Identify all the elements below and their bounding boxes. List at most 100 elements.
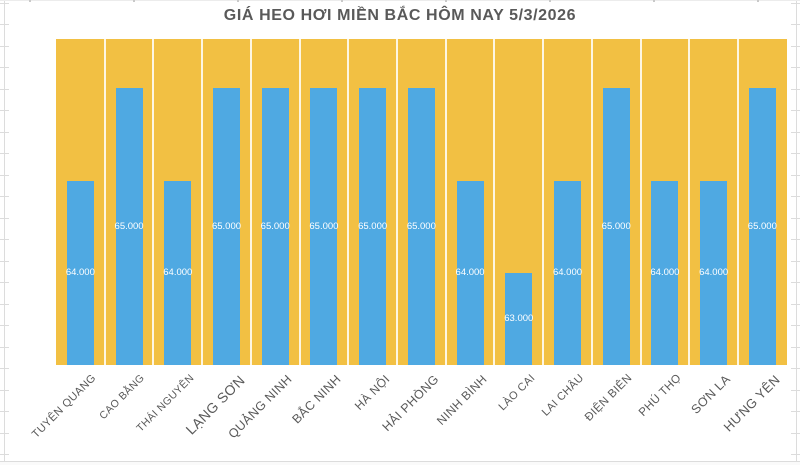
sheet-row-line	[791, 174, 800, 176]
bar-value-label: 65.000	[309, 220, 339, 232]
category-separator	[103, 39, 106, 365]
sheet-row-line	[791, 454, 800, 455]
sheet-row-line	[0, 217, 9, 219]
bar-value-label: 65.000	[114, 220, 144, 232]
sheet-row-line	[791, 2, 800, 4]
bar-value-label: 64.000	[455, 267, 485, 278]
bar-value-label: 63.000	[504, 313, 534, 325]
bar-12: 65.000	[602, 88, 631, 365]
sheet-column-tick	[757, 0, 759, 2]
sheet-row-line	[0, 174, 9, 176]
sheet-row-line	[791, 282, 800, 283]
sheet-column-tick	[653, 0, 655, 2]
sheet-row-line	[791, 153, 800, 154]
sheet-column-tick	[237, 0, 239, 2]
sheet-row-line	[0, 45, 9, 47]
bar-value-label: 65.000	[211, 220, 242, 232]
bar-5: 65.000	[260, 88, 290, 365]
sheet-row-line	[0, 239, 9, 240]
sheet-row-line	[0, 67, 9, 68]
x-axis-label-7: HÀ NỘI	[351, 372, 393, 413]
sheet-row-line	[0, 411, 9, 412]
bar-value-label: 65.000	[260, 220, 290, 232]
x-axis-label-9: NINH BÌNH	[434, 372, 490, 428]
x-axis-label-10: LÀO CAI	[496, 372, 538, 414]
sheet-row-line	[0, 260, 9, 262]
category-separator	[444, 39, 447, 365]
sheet-row-line	[0, 110, 9, 111]
sheet-row-line	[791, 110, 800, 111]
bar-7: 65.000	[358, 88, 387, 365]
category-separator	[542, 39, 545, 365]
sheet-row-line	[791, 196, 800, 197]
chart-title: GIÁ HEO HƠI MIỀN BẮC HÔM NAY 5/3/2026	[223, 7, 577, 24]
sheet-column-tick	[549, 0, 551, 2]
x-axis-label-11: LAI CHÂU	[539, 372, 586, 419]
category-separator	[249, 39, 252, 365]
bar-value-label: 64.000	[163, 267, 193, 278]
sheet-top-border	[0, 0, 800, 1]
bar-11: 64.000	[553, 180, 582, 365]
sheet-row-line	[791, 217, 800, 219]
sheet-row-line	[791, 411, 800, 412]
bar-value-label: 64.000	[650, 267, 680, 278]
sheet-column-tick	[133, 0, 135, 2]
category-separator	[688, 39, 691, 365]
bar-6: 65.000	[309, 88, 339, 365]
sheet-bottom-row	[0, 462, 800, 465]
sheet-row-line	[791, 346, 800, 348]
sheet-row-line	[0, 368, 9, 369]
category-separator	[639, 39, 642, 365]
sheet-row-line	[0, 303, 9, 305]
x-axis-label-14: SƠN LA	[688, 372, 734, 417]
sheet-column-tick	[341, 0, 343, 2]
sheet-row-line	[0, 325, 9, 326]
sheet-row-line	[791, 239, 800, 240]
sheet-row-line	[0, 389, 9, 391]
bar-3: 64.000	[163, 180, 193, 365]
sheet-row-line	[0, 282, 9, 283]
category-separator	[201, 39, 204, 365]
x-axis-label-12: ĐIỆN BIÊN	[582, 372, 635, 424]
sheet-row-line	[0, 346, 9, 348]
bar-2: 65.000	[114, 88, 144, 365]
bar-9: 64.000	[455, 180, 485, 365]
sheet-row-line	[0, 196, 9, 197]
bar-4: 65.000	[211, 88, 242, 365]
bar-value-label: 65.000	[406, 220, 436, 232]
sheet-row-line	[791, 303, 800, 305]
sheet-row-line	[0, 2, 9, 4]
category-separator	[493, 39, 496, 365]
bar-value-label: 64.000	[65, 267, 95, 278]
sheet-row-line	[0, 88, 9, 90]
sheet-bottom-border	[0, 461, 800, 462]
sheet-row-line	[791, 45, 800, 47]
bar-10: 63.000	[504, 272, 534, 365]
sheet-column-tick	[29, 0, 31, 2]
sheet-row-line	[791, 325, 800, 326]
sheet-row-line	[0, 454, 9, 455]
x-axis-label-13: PHÚ THỌ	[636, 372, 684, 419]
sheet-column-line-right	[796, 0, 797, 461]
category-separator	[347, 39, 350, 365]
x-axis-label-1: TUYÊN QUANG	[30, 372, 99, 441]
category-separator	[736, 39, 739, 365]
category-separator	[152, 39, 155, 365]
plot-area: 64.000 65.000 64.000 65.000 65.000 65.000 65.0…	[56, 39, 787, 365]
sheet-row-line	[791, 131, 800, 133]
bar-14: 64.000	[699, 180, 728, 365]
sheet-row-line	[791, 88, 800, 90]
bar-15: 65.000	[747, 88, 777, 365]
category-separator	[395, 39, 398, 365]
bar-8: 65.000	[406, 88, 436, 365]
bar-1: 64.000	[65, 180, 95, 365]
bar-value-label: 65.000	[747, 220, 777, 232]
sheet-row-line	[0, 153, 9, 154]
bar-13: 64.000	[650, 180, 680, 365]
category-separator	[590, 39, 593, 365]
sheet-column-tick	[445, 0, 447, 2]
sheet-row-line	[0, 432, 9, 434]
sheet-row-line	[791, 368, 800, 369]
category-separator	[298, 39, 301, 365]
